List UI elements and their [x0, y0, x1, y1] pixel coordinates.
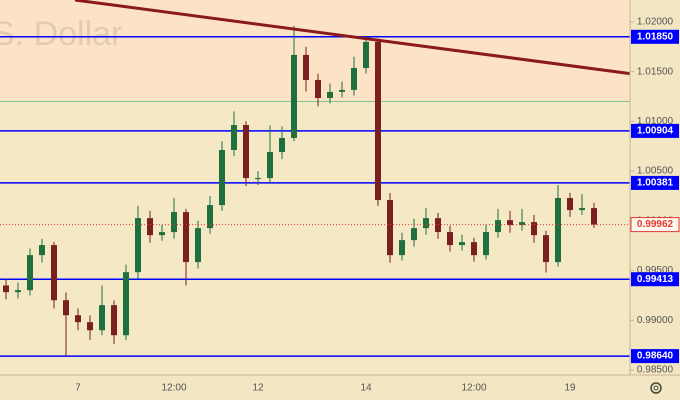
level-label-box: [631, 29, 679, 44]
candle-body: [543, 235, 549, 263]
candle-body: [207, 205, 213, 229]
y-tick-label: 0.98500: [637, 365, 674, 376]
candle-body: [555, 198, 561, 263]
candle-body: [363, 41, 369, 68]
candle-body: [195, 228, 201, 263]
candle-body: [399, 240, 405, 256]
level-label: 0.99413: [637, 274, 674, 285]
watermark: S. Dollar: [0, 15, 122, 53]
candle-body: [471, 242, 477, 256]
candle-body: [459, 242, 465, 246]
candle-body: [75, 315, 81, 323]
candle-body: [315, 79, 321, 98]
candle-body: [483, 232, 489, 256]
y-tick-label: 1.01500: [637, 66, 674, 77]
candle-body: [423, 218, 429, 229]
candle-body: [387, 200, 393, 256]
candle-body: [183, 212, 189, 263]
candle-body: [291, 54, 297, 138]
y-tick-label: 0.99500: [637, 265, 674, 276]
y-tick-label: 1.00500: [637, 166, 674, 177]
candle-body: [375, 41, 381, 201]
level-label-box: [631, 175, 679, 190]
candle-body: [159, 232, 165, 236]
candle-body: [327, 91, 333, 98]
candle-body: [51, 245, 57, 301]
x-tick-label: 12:00: [461, 383, 486, 394]
plot-area: S. Dollar: [0, 0, 631, 375]
y-tick-label: 1.01000: [637, 116, 674, 127]
candle-body: [591, 208, 597, 225]
candle-body: [87, 322, 93, 331]
candle-body: [135, 218, 141, 273]
x-tick-label: 7: [75, 383, 81, 394]
candle-body: [507, 220, 513, 226]
level-label-box: [631, 349, 679, 364]
candle-body: [15, 290, 21, 293]
level-label-box: [631, 272, 679, 287]
candle-body: [243, 125, 249, 179]
x-tick-label: 19: [564, 383, 576, 394]
settings-icon[interactable]: [650, 382, 662, 394]
x-tick-label: 12: [252, 383, 264, 394]
candle-body: [27, 255, 33, 291]
level-label: 1.01850: [637, 31, 674, 42]
level-label: 1.00381: [637, 178, 674, 189]
candle-body: [111, 305, 117, 336]
candle-body: [519, 222, 525, 226]
last-price-label: 0.99962: [637, 219, 674, 230]
level-label-box: [631, 123, 679, 138]
candle-body: [267, 151, 273, 179]
candle-body: [255, 178, 261, 180]
level-label: 0.98640: [637, 351, 674, 362]
candle-body: [579, 208, 585, 211]
candle-body: [99, 305, 105, 331]
candle-body: [147, 218, 153, 236]
x-tick-label: 12:00: [161, 383, 186, 394]
candle-body: [231, 125, 237, 150]
candle-body: [219, 150, 225, 206]
candle-body: [351, 67, 357, 90]
candle-body: [567, 198, 573, 211]
last-price-box: [630, 217, 680, 233]
candle-body: [3, 285, 9, 293]
trend-line: [74, 0, 631, 76]
candle-body: [63, 300, 69, 316]
candle-body: [495, 220, 501, 233]
candle-body: [411, 228, 417, 241]
candle-body: [123, 272, 129, 336]
candle-body: [171, 212, 177, 233]
candle-body: [279, 137, 285, 152]
x-tick-label: 14: [360, 383, 372, 394]
candle-body: [447, 232, 453, 246]
y-tick-label: 0.99000: [637, 315, 674, 326]
candle-body: [39, 245, 45, 256]
candle-body: [339, 89, 345, 92]
candle-body: [531, 222, 537, 236]
candle-body: [303, 54, 309, 80]
level-label: 1.00904: [637, 126, 674, 137]
lower-zone: [0, 101, 630, 375]
y-tick-label: 1.02000: [637, 17, 674, 28]
